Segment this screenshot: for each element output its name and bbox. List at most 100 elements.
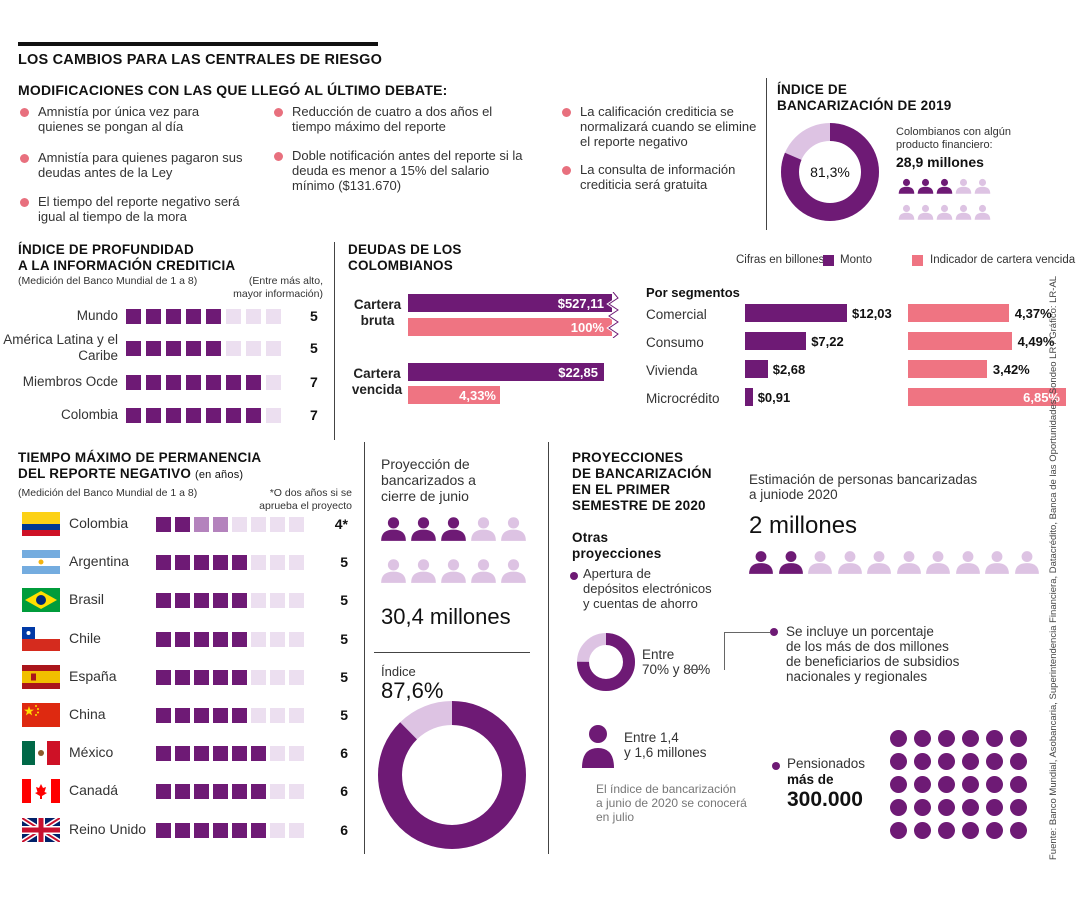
cartera-bruta-monto-bar <box>408 294 612 312</box>
flag-reino-unido-icon <box>22 817 60 842</box>
bullet-icon <box>20 154 29 163</box>
text-line: 70% y 80% <box>642 662 711 677</box>
score-square <box>206 309 221 324</box>
label-line: bruta <box>360 313 395 328</box>
person-icon <box>500 558 527 583</box>
heading-line: A LA INFORMACIÓN CREDITICIA <box>18 258 236 273</box>
legend-monto-swatch <box>823 255 834 266</box>
score-square <box>266 309 281 324</box>
score-square <box>213 593 228 609</box>
bancarizacion-heading: ÍNDICE DE BANCARIZACIÓN DE 2019 <box>777 82 951 114</box>
profundidad-rows: Mundo 5 América Latina y el Caribe 5 Miembro… <box>0 300 330 430</box>
score-square <box>289 708 304 723</box>
segmento-monto-bar <box>745 360 768 378</box>
tiempo-row-value: 5 <box>340 668 348 685</box>
tiempo-row-label: México <box>69 744 114 761</box>
pensionado-dot <box>914 822 931 839</box>
score-square <box>175 593 190 609</box>
bullet-list-col1: Amnistía por única vez para quienes se p… <box>20 104 250 240</box>
apertura-text: Apertura de depósitos electrónicos y cue… <box>583 566 712 611</box>
profundidad-row-value: 7 <box>310 407 318 423</box>
bullet-list-col2: Reducción de cuatro a dos años el tiempo… <box>274 104 534 198</box>
heading-line: ÍNDICE DE PROFUNDIDAD <box>18 242 194 257</box>
segmento-monto-value: $7,22 <box>811 334 844 349</box>
tiempo-row-label: Chile <box>69 629 101 646</box>
score-square <box>251 746 266 762</box>
score-square <box>126 375 141 390</box>
score-square <box>146 408 161 423</box>
score-square <box>246 341 261 356</box>
segmento-monto-bar <box>745 388 753 406</box>
person-icon <box>955 550 981 574</box>
tiempo-heading: TIEMPO MÁXIMO DE PERMANENCIA DEL REPORTE… <box>18 450 261 483</box>
list-item: Amnistía para quienes pagaron sus deudas… <box>20 150 250 194</box>
heading-line: DE BANCARIZACIÓN <box>572 466 712 481</box>
profundidad-note: (Entre más alto, mayor información) <box>228 275 323 301</box>
pensionado-dot <box>914 776 931 793</box>
segmento-monto-value: $0,91 <box>757 390 791 405</box>
person-icon <box>955 178 972 194</box>
score-square <box>156 555 171 571</box>
heading-line: PROYECCIONES <box>572 450 684 465</box>
pensionado-dot <box>938 730 955 747</box>
text-line: Apertura de <box>583 566 651 581</box>
score-square <box>289 631 304 647</box>
legend-indicador-swatch <box>912 255 923 266</box>
heading-line: DEL REPORTE NEGATIVO <box>18 466 192 481</box>
score-square <box>194 746 209 762</box>
profundidad-row-value: 7 <box>310 374 318 390</box>
personas-text: Entre 1,4 y 1,6 millones <box>624 730 707 760</box>
score-square <box>289 555 304 571</box>
score-square <box>156 593 171 609</box>
profundidad-row-value: 5 <box>310 340 318 356</box>
cartera-bruta-pct-bar <box>408 318 612 336</box>
flag-espana-icon <box>22 664 60 689</box>
score-square <box>232 708 247 723</box>
person-icon <box>410 558 437 583</box>
person-icon <box>898 178 915 194</box>
cifras-label: Cifras en billones <box>736 254 825 266</box>
indice-donut <box>378 701 526 849</box>
score-square <box>213 517 228 532</box>
proyecciones-heading: PROYECCIONES DE BANCARIZACIÓN EN EL PRIM… <box>572 450 712 514</box>
bullet-icon <box>770 628 778 636</box>
flag-colombia-icon <box>22 512 60 536</box>
profundidad-heading: ÍNDICE DE PROFUNDIDAD A LA INFORMACIÓN C… <box>18 242 235 274</box>
tiempo-note: *O dos años si se aprueba el proyecto <box>252 487 352 513</box>
apertura-donut <box>577 633 635 691</box>
segmento-pct-value: 6,85% <box>1023 390 1060 405</box>
heading-line: DEUDAS DE LOS <box>348 242 462 257</box>
score-square <box>156 631 171 647</box>
segmento-label: Vivienda <box>646 363 698 378</box>
pensionados-value: 300.000 <box>787 788 863 811</box>
score-square <box>213 669 228 685</box>
bullet-icon <box>562 166 571 175</box>
person-icon <box>778 550 804 574</box>
score-square <box>206 375 221 390</box>
profundidad-row-label: América Latina y el Caribe <box>3 332 118 363</box>
segmento-pct-bar <box>908 360 987 378</box>
divider <box>766 78 767 230</box>
score-square <box>251 631 266 647</box>
legend-indicador-label: Indicador de cartera vencida <box>930 254 1076 266</box>
score-square <box>232 517 247 532</box>
segmento-monto-value: $12,03 <box>852 306 892 321</box>
score-square <box>146 341 161 356</box>
tiempo-row-value: 6 <box>340 783 348 800</box>
indice-label: Índice <box>381 664 416 679</box>
text-line: Proyección de <box>381 456 470 472</box>
person-icon <box>866 550 892 574</box>
flag-chile-icon <box>22 626 60 651</box>
person-icon <box>470 516 497 541</box>
segmento-pct-value: 3,42% <box>992 362 1030 377</box>
flag-canada-icon <box>22 779 60 804</box>
tiempo-row-label: China <box>69 706 106 722</box>
score-square <box>289 746 304 762</box>
segmento-pct-value: 4,37% <box>1014 306 1052 321</box>
profundidad-row-value: 5 <box>310 308 318 324</box>
pensionado-dot <box>1010 799 1027 816</box>
score-square <box>289 517 304 532</box>
bullet-icon <box>20 108 29 117</box>
person-icon <box>1014 550 1040 574</box>
heading-line: Otras <box>572 530 609 545</box>
